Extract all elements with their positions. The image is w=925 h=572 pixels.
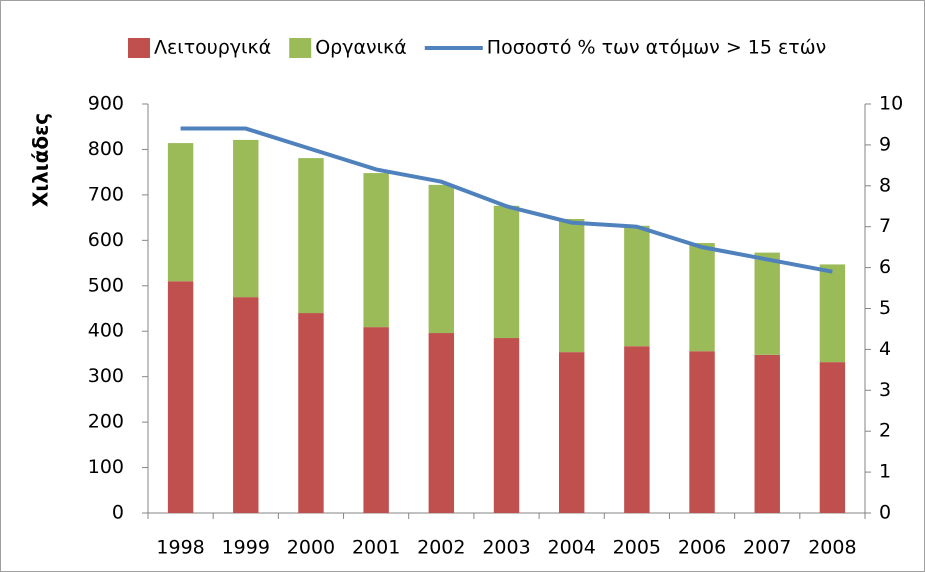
x-tick-label: 2007 — [743, 537, 791, 559]
bar — [493, 205, 520, 339]
bar — [298, 158, 324, 314]
y2-tick-label: 2 — [879, 420, 891, 442]
bar — [428, 333, 455, 513]
x-tick-label: 1998 — [156, 537, 204, 559]
bar — [558, 218, 585, 353]
y-tick-label: 100 — [88, 456, 124, 478]
y-tick-label: 700 — [88, 183, 124, 205]
x-tick-label: 2006 — [678, 537, 726, 559]
bar — [298, 313, 324, 513]
y2-tick-label: 10 — [879, 93, 903, 115]
bar — [819, 264, 846, 363]
y2-tick-label: 9 — [879, 133, 891, 155]
x-tick-label: 2000 — [287, 537, 335, 559]
y-tick-label: 500 — [88, 274, 124, 296]
y-tick-label: 300 — [88, 365, 124, 387]
legend-swatch — [128, 38, 150, 58]
bar — [558, 352, 585, 513]
bar — [428, 184, 455, 334]
x-tick-label: 2004 — [548, 537, 596, 559]
bar — [624, 346, 650, 513]
y-tick-label: 900 — [88, 93, 124, 115]
x-tick-label: 2008 — [808, 537, 856, 559]
bar — [363, 173, 389, 328]
bar — [689, 243, 715, 352]
bar — [167, 281, 194, 513]
bar — [754, 354, 780, 513]
y-tick-label: 600 — [88, 229, 124, 251]
y2-tick-label: 7 — [879, 215, 891, 237]
y2-tick-label: 0 — [879, 502, 891, 524]
bar — [167, 143, 194, 282]
bar — [233, 297, 259, 513]
y-tick-label: 200 — [88, 411, 124, 433]
y2-tick-label: 8 — [879, 174, 891, 196]
legend-label: Οργανικά — [315, 37, 407, 59]
x-tick-label: 1999 — [222, 537, 270, 559]
bar — [689, 351, 715, 513]
bar — [363, 327, 389, 513]
y2-tick-label: 5 — [879, 297, 891, 319]
bar — [754, 252, 780, 355]
y2-tick-label: 1 — [879, 461, 891, 483]
bar — [493, 338, 520, 513]
x-tick-label: 2003 — [482, 537, 530, 559]
y-tick-label: 0 — [112, 502, 124, 524]
x-tick-label: 2001 — [352, 537, 400, 559]
legend-label: Λειτουργικά — [154, 37, 271, 59]
line — [180, 126, 833, 274]
legend-label: Ποσοστό % των ατόμων > 15 ετών — [487, 37, 826, 59]
bar — [233, 139, 259, 298]
y-axis-title: Χιλιάδες — [29, 113, 53, 207]
y2-tick-label: 6 — [879, 256, 891, 278]
y-tick-label: 800 — [88, 138, 124, 160]
y2-tick-label: 3 — [879, 379, 891, 401]
bar — [819, 362, 846, 513]
x-tick-label: 2005 — [613, 537, 661, 559]
legend-swatch — [289, 38, 312, 58]
y2-tick-label: 4 — [879, 338, 891, 360]
y-tick-label: 400 — [88, 320, 124, 342]
x-tick-label: 2002 — [417, 537, 465, 559]
bar — [624, 225, 650, 347]
